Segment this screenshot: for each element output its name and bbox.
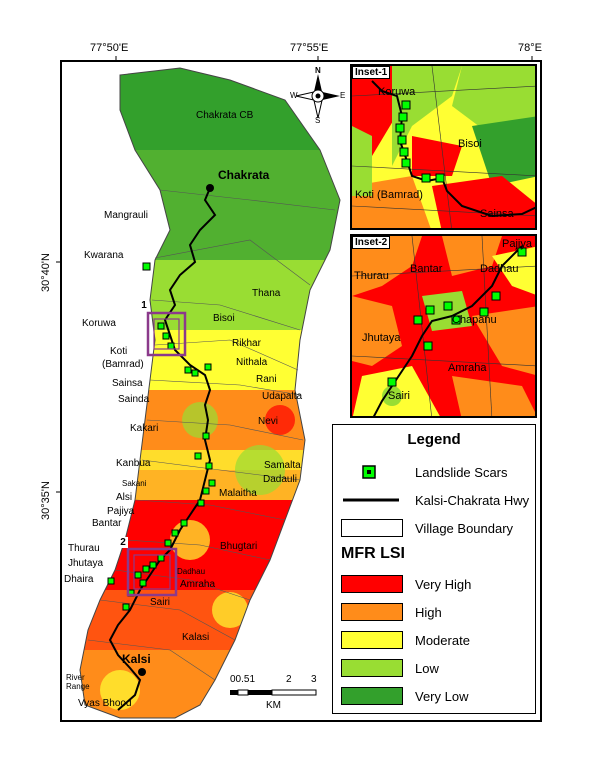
label-bisoi: Bisoi bbox=[213, 313, 235, 324]
north-label: N bbox=[315, 66, 321, 75]
inset-1-bisoi: Bisoi bbox=[458, 138, 482, 150]
label-kalsi: Kalsi bbox=[122, 652, 151, 666]
label-dadauli: Dadauli bbox=[263, 474, 297, 485]
inset-2-sairi: Sairi bbox=[388, 390, 411, 402]
label-chakrata: Chakrata bbox=[218, 168, 270, 182]
inset-1-sainsa: Sainsa bbox=[480, 208, 514, 220]
inset-1-koti: Koti (Bamrad) bbox=[355, 189, 423, 201]
legend-class-very-low: Very Low bbox=[415, 689, 469, 704]
label-alsi: Alsi bbox=[116, 492, 133, 503]
label-rikhar: Rikhar bbox=[232, 338, 261, 349]
label-udapalta: Udapalta bbox=[262, 391, 303, 402]
label-bantar: Bantar bbox=[92, 518, 122, 529]
label-samalta: Samalta bbox=[264, 460, 301, 471]
inset-2-pajiya: Pajiya bbox=[502, 238, 532, 250]
swatch-very-low bbox=[341, 687, 403, 705]
legend-lsi-title: MFR LSI bbox=[341, 545, 405, 562]
inset-2-amraha: Amraha bbox=[448, 362, 487, 374]
label-kanbua: Kanbua bbox=[116, 458, 151, 469]
box-label-1: 1 bbox=[139, 300, 149, 311]
label-nevi: Nevi bbox=[258, 416, 279, 427]
south-label: S bbox=[315, 116, 321, 125]
label-bhugtari: Bhugtari bbox=[220, 541, 258, 552]
coord-top-1: 77°50'E bbox=[90, 42, 129, 54]
east-label: E bbox=[340, 91, 346, 100]
label-kakari: Kakari bbox=[130, 423, 159, 434]
north-arrow-icon bbox=[295, 74, 340, 119]
legend-class-high: High bbox=[415, 605, 442, 620]
scale-tick-3: 3 bbox=[311, 674, 317, 685]
label-jhutaya: Jhutaya bbox=[68, 558, 104, 569]
inset-2-jhutaya: Jhutaya bbox=[362, 332, 401, 344]
box-label-2: 2 bbox=[118, 537, 128, 548]
label-dhaira: Dhaira bbox=[64, 574, 94, 585]
legend-title: Legend bbox=[407, 431, 461, 448]
label-kwarana: Kwarana bbox=[84, 250, 124, 261]
label-river: River Range bbox=[66, 673, 90, 691]
label-koti: Koti bbox=[110, 346, 128, 357]
label-bamrad: (Bamrad) bbox=[102, 359, 144, 370]
village-boundary-swatch bbox=[341, 519, 403, 537]
inset-1-frame bbox=[350, 64, 537, 230]
inset-2-title: Inset-2 bbox=[352, 236, 391, 249]
scale-unit: KM bbox=[266, 700, 281, 711]
scale-bar bbox=[230, 689, 317, 696]
swatch-moderate bbox=[341, 631, 403, 649]
inset-1-koruwa: Koruwa bbox=[378, 86, 416, 98]
label-koruwa: Koruwa bbox=[82, 318, 116, 329]
label-pajiya: Pajiya bbox=[107, 506, 135, 517]
label-nithala: Nithala bbox=[236, 357, 268, 368]
legend-item-highway: Kalsi-Chakrata Hwy bbox=[415, 493, 530, 508]
landslide-scar-icon bbox=[362, 465, 376, 479]
inset-1-title: Inset-1 bbox=[352, 66, 391, 79]
legend-class-low: Low bbox=[415, 661, 439, 676]
inset-2-frame bbox=[350, 234, 537, 418]
swatch-low bbox=[341, 659, 403, 677]
scale-tick-0: 00.51 bbox=[230, 674, 256, 685]
label-thana: Thana bbox=[252, 288, 281, 299]
label-kalasi: Kalasi bbox=[182, 632, 210, 643]
scale-tick-2: 2 bbox=[286, 674, 292, 685]
inset-2-chapanu: Chapanu bbox=[452, 314, 497, 326]
label-dadhau: Dadhau bbox=[177, 567, 206, 576]
swatch-high bbox=[341, 603, 403, 621]
coord-top-2: 77°55'E bbox=[290, 42, 329, 54]
inset-2-thurau: Thurau bbox=[354, 270, 389, 282]
label-sainda: Sainda bbox=[118, 394, 150, 405]
label-malaitha: Malaitha bbox=[219, 488, 257, 499]
label-amraha: Amraha bbox=[180, 579, 216, 590]
legend-class-very-high: Very High bbox=[415, 577, 472, 592]
label-rani: Rani bbox=[256, 374, 277, 385]
coord-top-3: 78°E bbox=[518, 42, 542, 54]
legend-item-boundary: Village Boundary bbox=[415, 521, 514, 536]
inset-2-dadhau: Dadhau bbox=[480, 263, 519, 275]
inset-2-bantar: Bantar bbox=[410, 263, 443, 275]
label-sakani: Sakani bbox=[122, 479, 147, 488]
label-mangrauli: Mangrauli bbox=[104, 210, 148, 221]
label-sairi: Sairi bbox=[150, 597, 171, 608]
label-thurau: Thurau bbox=[68, 543, 100, 554]
legend-item-landslide: Landslide Scars bbox=[415, 465, 508, 480]
label-chakrata-cb: Chakrata CB bbox=[196, 110, 254, 121]
legend: Legend Landslide Scars Kalsi-Chakrata Hw… bbox=[332, 424, 536, 714]
legend-class-moderate: Moderate bbox=[415, 633, 470, 648]
label-sainsa: Sainsa bbox=[112, 378, 143, 389]
highway-line-icon bbox=[343, 498, 399, 502]
west-label: W bbox=[290, 91, 298, 100]
label-vyas-bhood: Vyas Bhood bbox=[78, 698, 132, 709]
swatch-very-high bbox=[341, 575, 403, 593]
